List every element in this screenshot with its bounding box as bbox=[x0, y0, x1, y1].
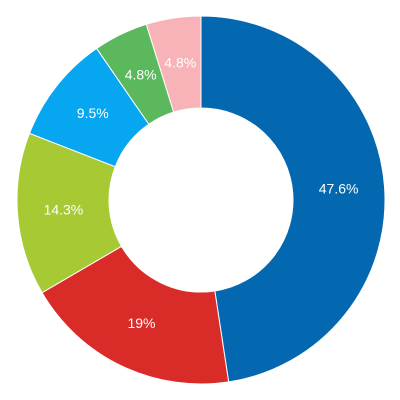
slice-label: 19% bbox=[127, 315, 155, 331]
slice-label: 47.6% bbox=[319, 180, 359, 196]
slice-label: 4.8% bbox=[164, 54, 196, 70]
donut-slice bbox=[145, 15, 202, 113]
slice-label: 9.5% bbox=[77, 105, 109, 121]
slice-label: 14.3% bbox=[44, 202, 84, 218]
donut-slice bbox=[41, 245, 230, 385]
donut-slice bbox=[200, 15, 386, 383]
slice-label: 4.8% bbox=[125, 67, 157, 83]
